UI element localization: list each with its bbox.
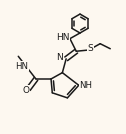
- Text: S: S: [87, 44, 93, 53]
- Text: NH: NH: [79, 81, 92, 90]
- Text: HN: HN: [56, 33, 70, 42]
- Text: O: O: [22, 86, 29, 95]
- Text: N: N: [56, 53, 63, 62]
- Text: HN: HN: [15, 62, 29, 71]
